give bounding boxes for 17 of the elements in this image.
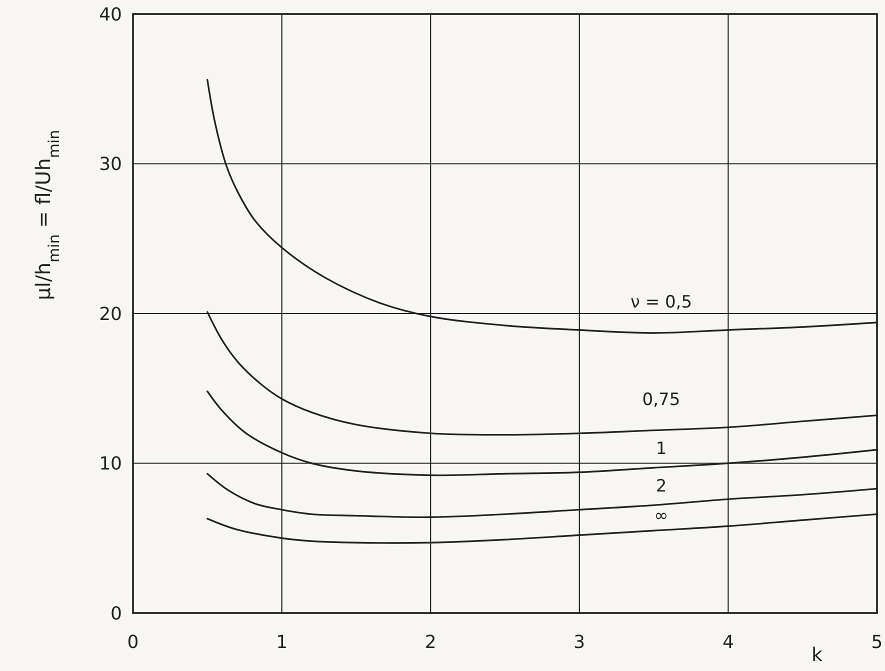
y-tick-label: 10 [99,454,122,475]
x-tick-label: 5 [871,632,883,653]
series-label: ∞ [654,506,668,526]
y-tick-label: 20 [99,304,122,325]
series-label: 2 [656,476,667,497]
x-axis-title: k [811,644,823,666]
x-tick-label: 4 [722,632,734,653]
series-label: 0,75 [642,390,680,410]
x-tick-label: 3 [574,632,586,653]
x-tick-label: 2 [424,632,436,653]
series-label: ν = 0,5 [630,292,692,313]
y-tick-label: 40 [99,4,122,26]
y-tick-label: 30 [99,154,122,176]
y-tick-label: 0 [110,603,122,624]
x-tick-label: 0 [127,632,139,653]
x-tick-label: 1 [276,632,288,653]
series-label: 1 [656,439,667,460]
